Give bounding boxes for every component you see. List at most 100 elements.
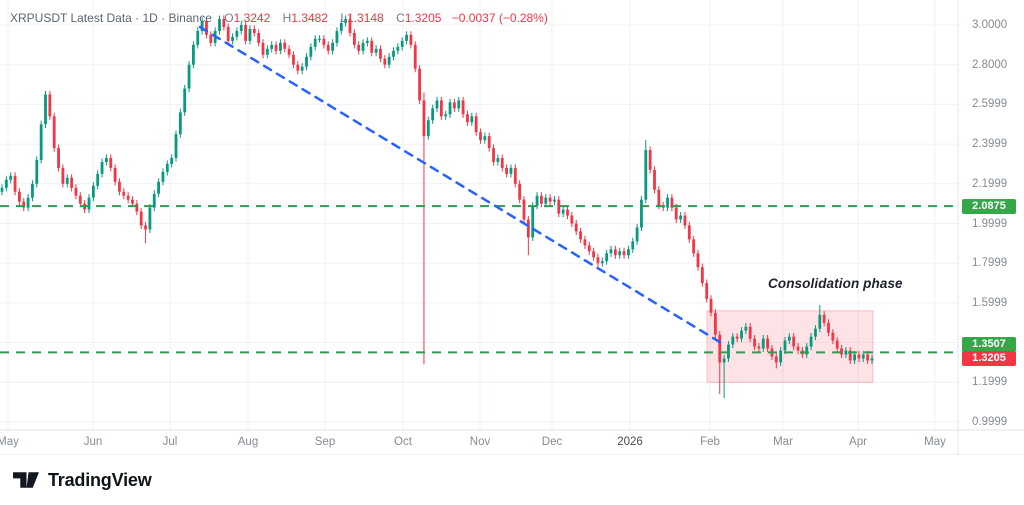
candle-body xyxy=(853,354,856,361)
candle-body xyxy=(261,42,265,55)
tradingview-logo-icon xyxy=(13,471,39,488)
candle-body xyxy=(648,150,652,170)
candle-body xyxy=(609,249,613,254)
candle-body xyxy=(192,44,195,65)
candle-body xyxy=(265,48,269,55)
candle-body xyxy=(439,100,443,117)
candle-body xyxy=(118,181,121,192)
consolidation-phase-label[interactable]: Consolidation phase xyxy=(768,276,903,291)
trendline-drawing[interactable] xyxy=(198,25,725,346)
candle-body xyxy=(766,338,769,349)
candle-body xyxy=(339,23,343,31)
candle-body xyxy=(666,197,669,208)
candle-body xyxy=(526,219,530,238)
candle-body xyxy=(244,25,247,41)
candle-body xyxy=(627,249,630,256)
candle-body xyxy=(774,356,778,363)
price-axis[interactable]: 3.0000 2.8000 2.5999 2.3999 2.1999 1.9999 1.79… xyxy=(958,0,1024,455)
candle-body xyxy=(366,40,369,43)
candle-body xyxy=(274,44,278,51)
candle-body xyxy=(657,189,661,206)
candle-body xyxy=(183,88,187,113)
candle-body xyxy=(618,251,622,256)
candle-body xyxy=(122,191,126,196)
candle-body xyxy=(139,211,143,226)
candle-body xyxy=(187,64,191,89)
candle-body xyxy=(305,56,308,67)
candle-body xyxy=(796,346,800,351)
candle-body xyxy=(370,40,374,53)
candle-body xyxy=(840,348,843,355)
candle-body xyxy=(335,30,339,43)
time-tick: May xyxy=(0,436,19,448)
candle-body xyxy=(574,223,578,232)
time-tick: May xyxy=(924,436,946,448)
price-tick: 1.1999 xyxy=(972,376,1008,389)
time-tick: Nov xyxy=(469,436,491,448)
candle-body xyxy=(148,207,152,230)
candle-body xyxy=(435,100,439,109)
candle-body xyxy=(457,100,461,109)
time-tick: Jul xyxy=(162,436,178,448)
candle-body xyxy=(357,44,361,51)
candle-body xyxy=(866,354,870,361)
candle-body xyxy=(9,175,13,180)
candle-body xyxy=(39,124,43,160)
time-tick: Oct xyxy=(394,436,412,448)
candle-body xyxy=(126,195,130,200)
candle-body xyxy=(740,330,743,339)
time-tick: Aug xyxy=(237,436,259,448)
tradingview-branding[interactable]: TradingView xyxy=(13,463,152,497)
candle-body xyxy=(161,171,165,182)
candle-body xyxy=(653,169,656,190)
candle-body xyxy=(352,32,356,45)
close-value: C1.3205 xyxy=(396,11,442,25)
candle-body xyxy=(0,187,4,192)
candle-body xyxy=(361,42,365,51)
candle-body xyxy=(613,249,617,256)
candle-body xyxy=(209,34,213,43)
time-axis[interactable]: May Jun Jul Aug Sep Oct Nov Dec 2026 Feb Mar Apr May xyxy=(0,430,1024,455)
candle-body xyxy=(783,340,787,351)
candle-body xyxy=(500,157,504,168)
candle-body xyxy=(374,48,378,53)
price-tick: 2.1999 xyxy=(972,177,1008,190)
candle-body xyxy=(279,42,282,51)
candle-body xyxy=(670,197,674,208)
candle-body xyxy=(835,340,839,349)
candle-body xyxy=(592,251,595,258)
open-value: O1.3242 xyxy=(224,11,271,25)
candle-body xyxy=(13,175,17,192)
candle-body xyxy=(65,177,69,184)
candle-body xyxy=(622,251,626,256)
candle-body xyxy=(709,298,713,313)
candle-body xyxy=(570,215,574,224)
candle-body xyxy=(583,239,587,246)
candle-body xyxy=(218,19,221,31)
candle-body xyxy=(396,46,400,51)
candle-body xyxy=(448,102,452,115)
level-price-badge: 2.0875 xyxy=(962,198,1016,214)
candle-body xyxy=(283,42,287,49)
candle-body xyxy=(300,66,304,71)
time-tick: Jun xyxy=(83,436,103,448)
candle-body xyxy=(22,201,26,208)
candle-body xyxy=(792,336,796,347)
candle-body xyxy=(605,253,609,262)
consolidation-box[interactable] xyxy=(706,310,874,383)
candle-body xyxy=(144,225,147,230)
candle-body xyxy=(561,209,565,214)
candle-body xyxy=(61,167,65,184)
candle-body xyxy=(453,102,456,109)
candle-body xyxy=(644,150,648,200)
candle-body xyxy=(431,108,435,121)
candle-body xyxy=(735,336,739,339)
time-tick: Feb xyxy=(700,436,720,448)
candle-body xyxy=(787,336,791,341)
chart-legend: XRPUSDT Latest Data · 1D · Binance O1.32… xyxy=(10,11,548,26)
candle-body xyxy=(152,193,156,208)
candle-body xyxy=(326,44,330,51)
time-tick: Dec xyxy=(541,436,563,448)
candle-body xyxy=(57,148,60,168)
chart-pane[interactable] xyxy=(0,0,1024,455)
